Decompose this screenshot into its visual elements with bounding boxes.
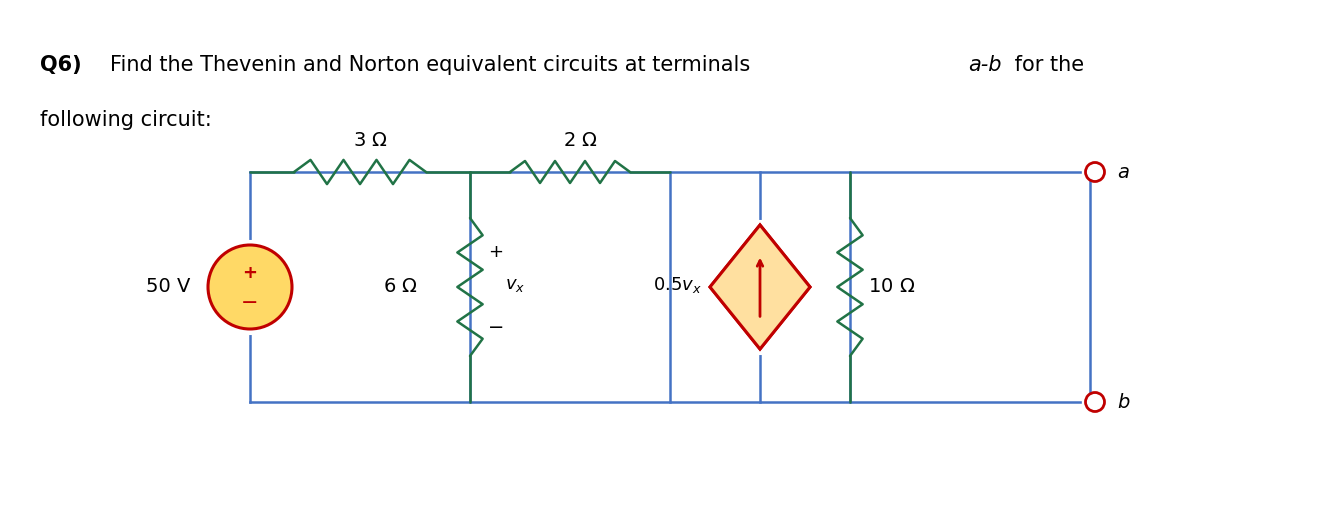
Text: following circuit:: following circuit:	[40, 110, 211, 129]
Text: 50 V: 50 V	[146, 278, 190, 296]
Text: 10 $\Omega$: 10 $\Omega$	[868, 278, 915, 296]
Text: −: −	[241, 293, 259, 313]
Text: $v_x$: $v_x$	[505, 276, 525, 294]
Circle shape	[209, 245, 291, 329]
Text: a-b: a-b	[968, 55, 1001, 75]
Polygon shape	[710, 225, 810, 349]
Text: 3 $\Omega$: 3 $\Omega$	[353, 131, 388, 150]
Text: 6 $\Omega$: 6 $\Omega$	[384, 278, 418, 296]
Text: −: −	[488, 317, 504, 337]
Text: b: b	[1116, 393, 1130, 411]
Circle shape	[1086, 393, 1104, 411]
Text: +: +	[242, 264, 258, 282]
Text: Q6): Q6)	[40, 55, 82, 75]
Polygon shape	[710, 225, 810, 349]
Text: 0.5$v_x$: 0.5$v_x$	[654, 275, 702, 295]
Circle shape	[1086, 162, 1104, 182]
Text: for the: for the	[1008, 55, 1084, 75]
Text: a: a	[1116, 162, 1128, 182]
Text: 2 $\Omega$: 2 $\Omega$	[563, 131, 598, 150]
Text: Find the Thevenin and Norton equivalent circuits at terminals: Find the Thevenin and Norton equivalent …	[110, 55, 757, 75]
Text: +: +	[488, 243, 503, 261]
